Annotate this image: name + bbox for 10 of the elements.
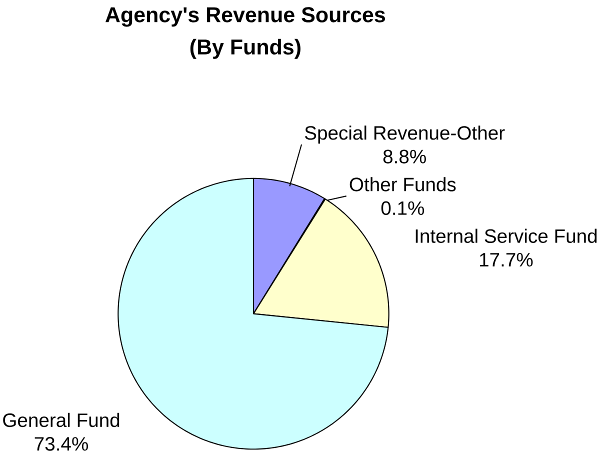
slice-label: Other Funds — [350, 177, 456, 192]
chart-title: Agency's Revenue Sources — [105, 7, 386, 27]
data-label: 73.4% — [34, 437, 88, 451]
slice-label: Internal Service Fund — [416, 228, 597, 244]
chart-subtitle: (By Funds) — [190, 38, 300, 59]
data-label: 0.1% — [381, 201, 424, 216]
data-label: 17.7% — [480, 253, 533, 267]
data-label: 8.8% — [383, 150, 426, 164]
slice-label: General Fund — [3, 412, 120, 428]
slice-label: Special Revenue-Other — [304, 126, 505, 144]
